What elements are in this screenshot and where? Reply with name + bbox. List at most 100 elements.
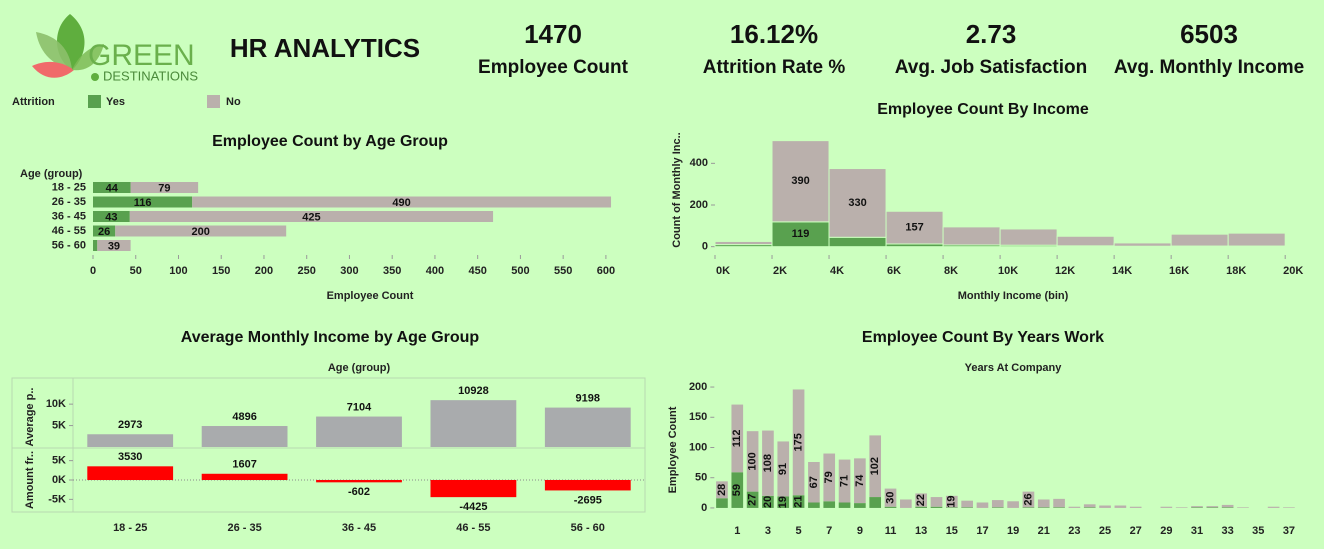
x-tick-label: 450 <box>468 265 486 277</box>
bar-segment <box>93 225 116 237</box>
legend-title: Attrition <box>12 96 55 108</box>
x-tick-label: 36 - 45 <box>342 522 376 534</box>
axis-title: Count of Monthly Inc.. <box>671 132 683 247</box>
legend-swatch <box>88 95 101 108</box>
x-tick-label: 100 <box>169 265 187 277</box>
chart-subtitle: Years At Company <box>965 362 1063 374</box>
kpi-value: 1470 <box>524 19 582 49</box>
bar-segment <box>1053 498 1065 508</box>
data-label: 102 <box>869 457 881 475</box>
y-tick-label: 0K <box>52 474 66 486</box>
x-tick-label: 10K <box>998 265 1018 277</box>
bar-segment <box>192 196 612 208</box>
x-tick-label: 11 <box>885 525 897 537</box>
kpi-value: 6503 <box>1180 19 1238 49</box>
bar-segment <box>838 459 851 503</box>
x-tick-label: 19 <box>1007 525 1019 537</box>
bar-segment <box>915 506 927 508</box>
logo-leaf <box>32 61 74 78</box>
x-tick-label: 21 <box>1038 525 1050 537</box>
data-label: 425 <box>302 211 320 223</box>
data-label: 116 <box>134 197 152 209</box>
bar <box>87 434 174 447</box>
data-label: 59 <box>731 484 743 496</box>
x-tick-label: 23 <box>1068 525 1080 537</box>
legend-swatch <box>207 95 220 108</box>
bar-segment <box>1083 504 1096 508</box>
x-tick-label: 18 - 25 <box>113 522 147 534</box>
kpi-label: Attrition Rate % <box>703 57 846 78</box>
chart-title: Employee Count by Age Group <box>212 133 448 150</box>
x-tick-label: 17 <box>976 525 988 537</box>
y-tick-label: 5K <box>52 419 66 431</box>
bar-segment <box>746 431 759 492</box>
data-label: 74 <box>854 474 866 487</box>
data-label: 19 <box>777 496 789 508</box>
logo-leaf <box>36 32 72 70</box>
bar-segment <box>1099 505 1111 508</box>
bar <box>544 480 631 491</box>
logo-subtext: DESTINATIONS <box>103 68 198 83</box>
data-label: 43 <box>105 211 117 223</box>
y-tick-label: 200 <box>689 381 707 393</box>
x-tick-label: 0K <box>716 265 730 277</box>
bar-segment <box>1267 506 1280 508</box>
axis-title: Employee Count <box>327 290 414 302</box>
bar <box>87 466 174 480</box>
bar-segment <box>93 196 193 208</box>
data-label: 30 <box>884 492 896 504</box>
bar-segment <box>777 441 790 497</box>
x-tick-label: 26 - 35 <box>227 522 261 534</box>
bar-segment <box>731 472 744 508</box>
x-tick-label: 9 <box>857 525 863 537</box>
kpi-label: Avg. Monthly Income <box>1114 57 1304 78</box>
data-label: 22 <box>915 494 927 506</box>
axis-title: Age (group) <box>328 362 391 374</box>
histogram-bar <box>771 140 830 223</box>
bar-segment <box>762 430 774 496</box>
x-tick-label: 33 <box>1222 525 1234 537</box>
x-tick-label: 4K <box>830 265 844 277</box>
x-tick-label: 2K <box>773 265 787 277</box>
bar-segment <box>823 501 836 508</box>
bar-segment <box>869 435 882 498</box>
data-label: 67 <box>808 476 820 488</box>
bar-segment <box>869 497 882 508</box>
y-tick-label: 5K <box>52 455 66 467</box>
bar-segment <box>746 491 759 508</box>
data-label: 200 <box>192 226 210 238</box>
bar <box>544 407 631 447</box>
y-tick-label: 0 <box>702 241 708 253</box>
x-tick-label: 15 <box>946 525 958 537</box>
bar-segment <box>93 182 131 193</box>
logo-text: GREEN <box>88 39 195 72</box>
kpi-row: 1470 Employee Count 16.12% Attrition Rate %… <box>478 19 1304 78</box>
bar <box>316 416 402 447</box>
bar-segment <box>130 182 199 193</box>
x-tick-label: 35 <box>1252 525 1264 537</box>
histogram-bar <box>828 236 887 248</box>
data-label: 4896 <box>232 411 256 423</box>
bar-segment <box>1191 506 1203 508</box>
bar-segment <box>97 240 131 251</box>
bar-segment <box>716 498 728 508</box>
bar-segment <box>915 493 927 507</box>
x-tick-label: 8K <box>944 265 958 277</box>
x-tick-label: 29 <box>1160 525 1172 537</box>
data-label: 112 <box>731 430 743 448</box>
x-tick-label: 0 <box>90 265 96 277</box>
histogram-bar <box>1056 235 1115 247</box>
data-label: 21 <box>792 495 804 507</box>
bar <box>316 480 402 483</box>
bar-segment <box>884 488 897 507</box>
y-tick-label: 0 <box>701 502 707 514</box>
x-tick-label: 3 <box>765 525 771 537</box>
bar-segment <box>930 506 943 508</box>
bar-segment <box>1007 501 1019 508</box>
bar-segment <box>1175 507 1188 508</box>
data-label: 71 <box>838 475 850 487</box>
bar-segment <box>1191 507 1203 508</box>
x-tick-label: 27 <box>1130 525 1142 537</box>
data-label: 20 <box>762 496 774 508</box>
